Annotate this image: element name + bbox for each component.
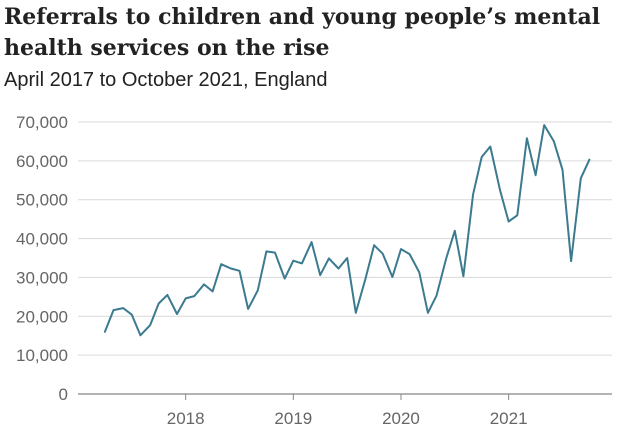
y-tick-label: 0 <box>59 385 68 404</box>
series-layer <box>103 124 591 337</box>
x-tick-label: 2019 <box>274 409 312 428</box>
x-axis-ticks: 2018 2019 2020 2021 <box>167 394 528 428</box>
y-tick-label: 40,000 <box>16 230 68 249</box>
y-tick-label: 70,000 <box>16 113 68 132</box>
y-tick-label: 20,000 <box>16 307 68 326</box>
y-tick-label: 50,000 <box>16 191 68 210</box>
chart-title: Referrals to children and young people’s… <box>4 4 601 61</box>
y-axis-ticks: 0 10,000 20,000 30,000 40,000 50,000 60,000 70,… <box>16 113 68 404</box>
chart-subtitle: April 2017 to October 2021, England <box>4 69 328 91</box>
gridlines <box>78 121 612 395</box>
x-tick-label: 2020 <box>382 409 420 428</box>
x-tick-label: 2021 <box>490 409 528 428</box>
y-tick-label: 10,000 <box>16 346 68 365</box>
y-tick-label: 30,000 <box>16 268 68 287</box>
x-tick-label: 2018 <box>167 409 205 428</box>
series-line-referrals <box>103 124 591 337</box>
y-tick-label: 60,000 <box>16 152 68 171</box>
